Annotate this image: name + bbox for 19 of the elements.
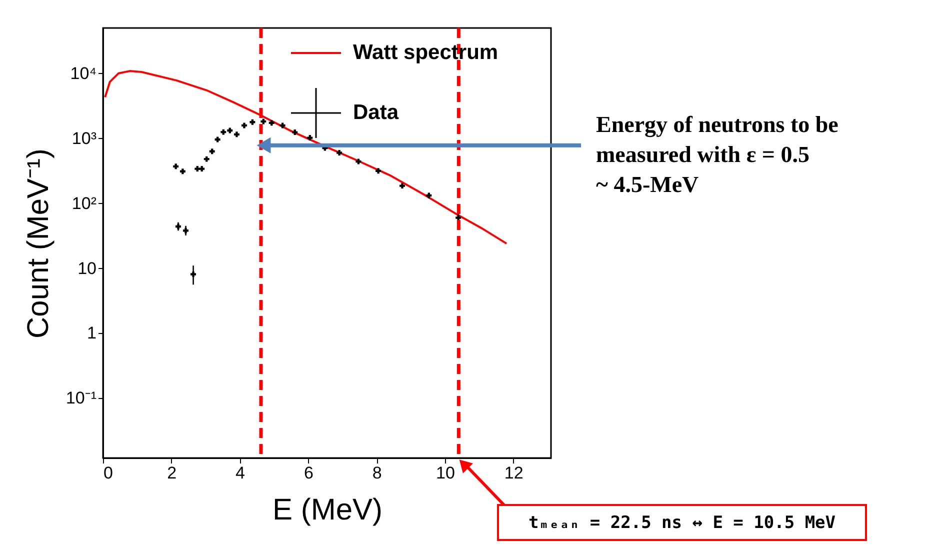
x-tick-label: 8: [372, 464, 382, 482]
annotation: Energy of neutrons to be measured with ε = 0.5 ~ 4.5-MeV: [596, 112, 838, 197]
y-tick-label: 10²: [72, 194, 97, 213]
x-axis-title: E (MeV): [272, 494, 383, 526]
legend-label: Data: [353, 101, 399, 124]
x-tick-label: 0: [104, 464, 113, 482]
legend-label: Watt spectrum: [353, 41, 498, 64]
x-tick-label: 10: [436, 464, 455, 482]
x-tick-label: 12: [504, 464, 524, 482]
x-tick-label: 2: [167, 464, 177, 482]
y-tick-label: 10: [78, 258, 96, 278]
y-tick-label: 1: [87, 324, 96, 343]
x-tick-label: 4: [236, 464, 246, 482]
text: tₘₑₐₙ = 22.5 ns ↔ E = 10.5 MeV: [528, 513, 836, 533]
y-tick-label: 10⁻¹: [66, 388, 97, 408]
y-tick-label: 10⁴: [70, 64, 96, 83]
y-tick-label: 10³: [72, 128, 97, 148]
x-tick-label: 6: [304, 464, 314, 482]
y-axis-title: Count (MeV⁻¹): [22, 148, 55, 339]
